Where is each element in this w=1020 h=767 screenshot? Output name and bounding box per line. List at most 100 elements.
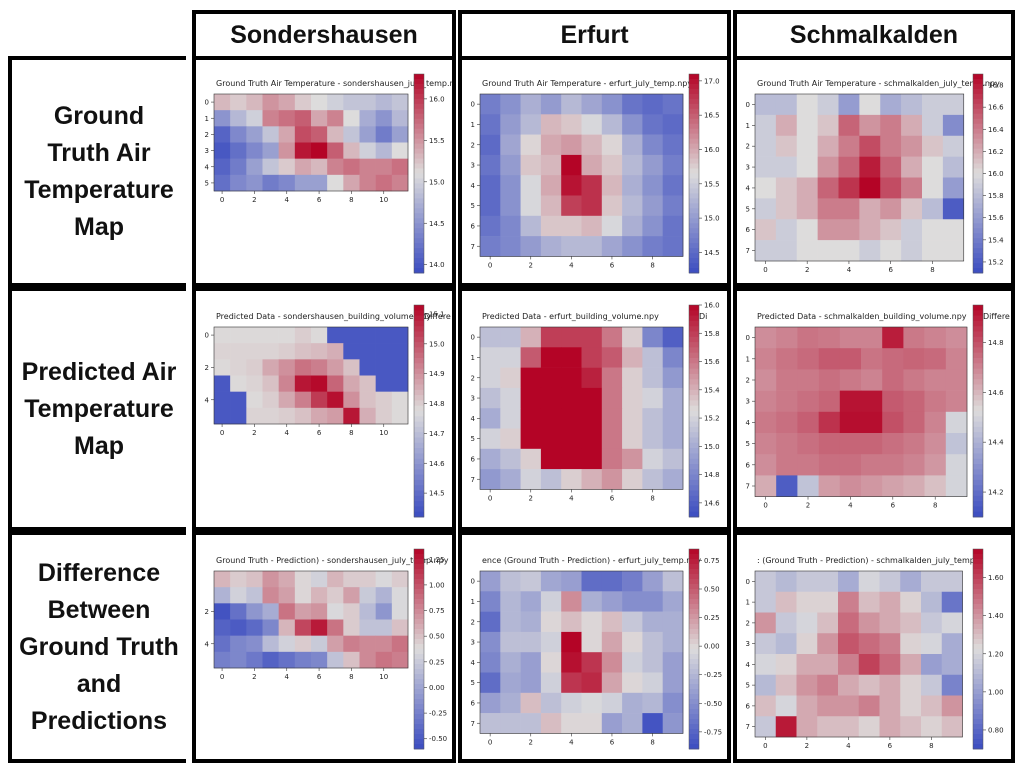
heatmap-cell [755,674,777,696]
heatmap-cell [311,327,328,344]
heatmap-cell [622,591,643,612]
heatmap-cell [839,327,862,349]
heatmap-cell [262,142,279,159]
heatmap-cell [311,110,328,127]
heatmap-cell [214,343,231,360]
heatmap-cell [924,433,947,455]
heatmap-cell [278,375,296,392]
colorbar-segment [689,549,699,555]
colorbar-segment [414,704,424,710]
heatmap-cell [540,408,562,429]
row-header-line: Map [74,212,124,241]
y-tick-label: 2 [205,131,209,139]
heatmap-cell [375,391,393,409]
heatmap-cell [540,367,562,389]
heatmap-cell [601,672,623,694]
y-tick-label: 5 [471,679,475,687]
y-tick-label: 0 [746,334,750,342]
heatmap-cell [775,198,798,220]
heatmap-cell [262,359,279,376]
heatmap-cell [359,142,376,159]
colorbar-tick-label: 14.5 [429,220,445,228]
heatmap-cell [839,475,862,497]
colorbar-segment [973,108,983,115]
colorbar-segment [689,649,699,655]
y-tick-label: 7 [746,723,750,731]
heatmap-panel-2-1: ence (Ground Truth - Prediction) - erfur… [458,531,731,763]
colorbar-segment [689,400,699,407]
colorbar-segment [973,554,983,560]
colorbar-segment [973,320,983,327]
x-tick-label: 10 [379,429,388,437]
colorbar-segment [973,379,983,385]
heatmap-cell [561,154,582,176]
heatmap-cell [262,651,279,669]
heatmap-cell [230,158,247,176]
colorbar-segment [414,469,424,475]
heatmap-cell [343,94,360,111]
heatmap-cell [311,158,328,176]
y-tick-label: 6 [746,226,751,234]
colorbar-segment [973,158,983,164]
colorbar-segment [414,389,424,396]
heatmap-cell [622,448,643,470]
colorbar-segment [414,614,424,620]
heatmap-cell [775,571,797,593]
heatmap-cell [343,635,360,653]
heatmap-cell [230,94,247,111]
heatmap-panel-0-0: Ground Truth Air Temperature - sondersha… [192,56,456,287]
heatmap-cell [755,591,777,613]
heatmap-cell [246,571,263,588]
heatmap-cell [540,611,562,633]
colorbar-segment [973,213,983,219]
colorbar-segment [973,511,983,518]
heatmap-cell [817,114,839,137]
heatmap-cell [262,603,279,620]
x-tick-label: 8 [349,673,353,681]
heatmap-cell [642,469,663,490]
colorbar-segment [689,442,699,449]
heatmap-cell [278,343,296,360]
heatmap-cell [797,433,819,455]
colorbar-segment [414,679,424,685]
heatmap-panel-1-1: Predicted Data - erfurt_building_volume.… [458,287,731,531]
colorbar-tick-label: 15.1 [429,310,445,318]
heatmap-svg: Ground Truth Air Temperature - erfurt_ju… [471,73,720,274]
heatmap-cell [900,633,922,655]
heatmap-cell [945,348,968,370]
x-tick-label: 2 [805,742,809,750]
heatmap-cell [561,571,582,592]
heatmap-cell [581,175,603,196]
heatmap-cell [796,695,818,717]
row-header-2: Difference Between Ground Truth and Predicti… [8,531,186,763]
heatmap-cell [601,652,623,673]
y-tick-label: 0 [471,101,475,109]
heatmap-cell [480,367,501,389]
heatmap-cell [775,612,797,634]
colorbar-segment [689,153,699,159]
heatmap-cell [480,448,501,470]
heatmap-cell [601,591,623,612]
heatmap-cell [327,359,344,376]
heatmap-cell [375,619,393,636]
colorbar [688,548,700,750]
heatmap-cell [311,603,328,620]
row-header-line: and [76,669,122,698]
heatmap-cell [662,134,684,156]
colorbar-segment [973,416,983,422]
heatmap-cell [900,674,922,696]
y-tick-label: 7 [746,247,750,255]
colorbar-segment [414,734,424,740]
heatmap-cell [662,692,684,714]
colorbar-segment [414,416,424,422]
colorbar-segment [973,168,983,174]
heatmap-cell [230,391,247,409]
heatmap-cell [941,674,963,696]
colorbar-segment [689,395,699,401]
heatmap-cell [880,114,902,137]
colorbar-tick-label: 15.4 [988,236,1004,244]
heatmap-cell [882,369,904,391]
colorbar-tick-label: 1.20 [988,650,1004,658]
heatmap-cell [214,619,231,636]
heatmap-cell [359,407,376,425]
